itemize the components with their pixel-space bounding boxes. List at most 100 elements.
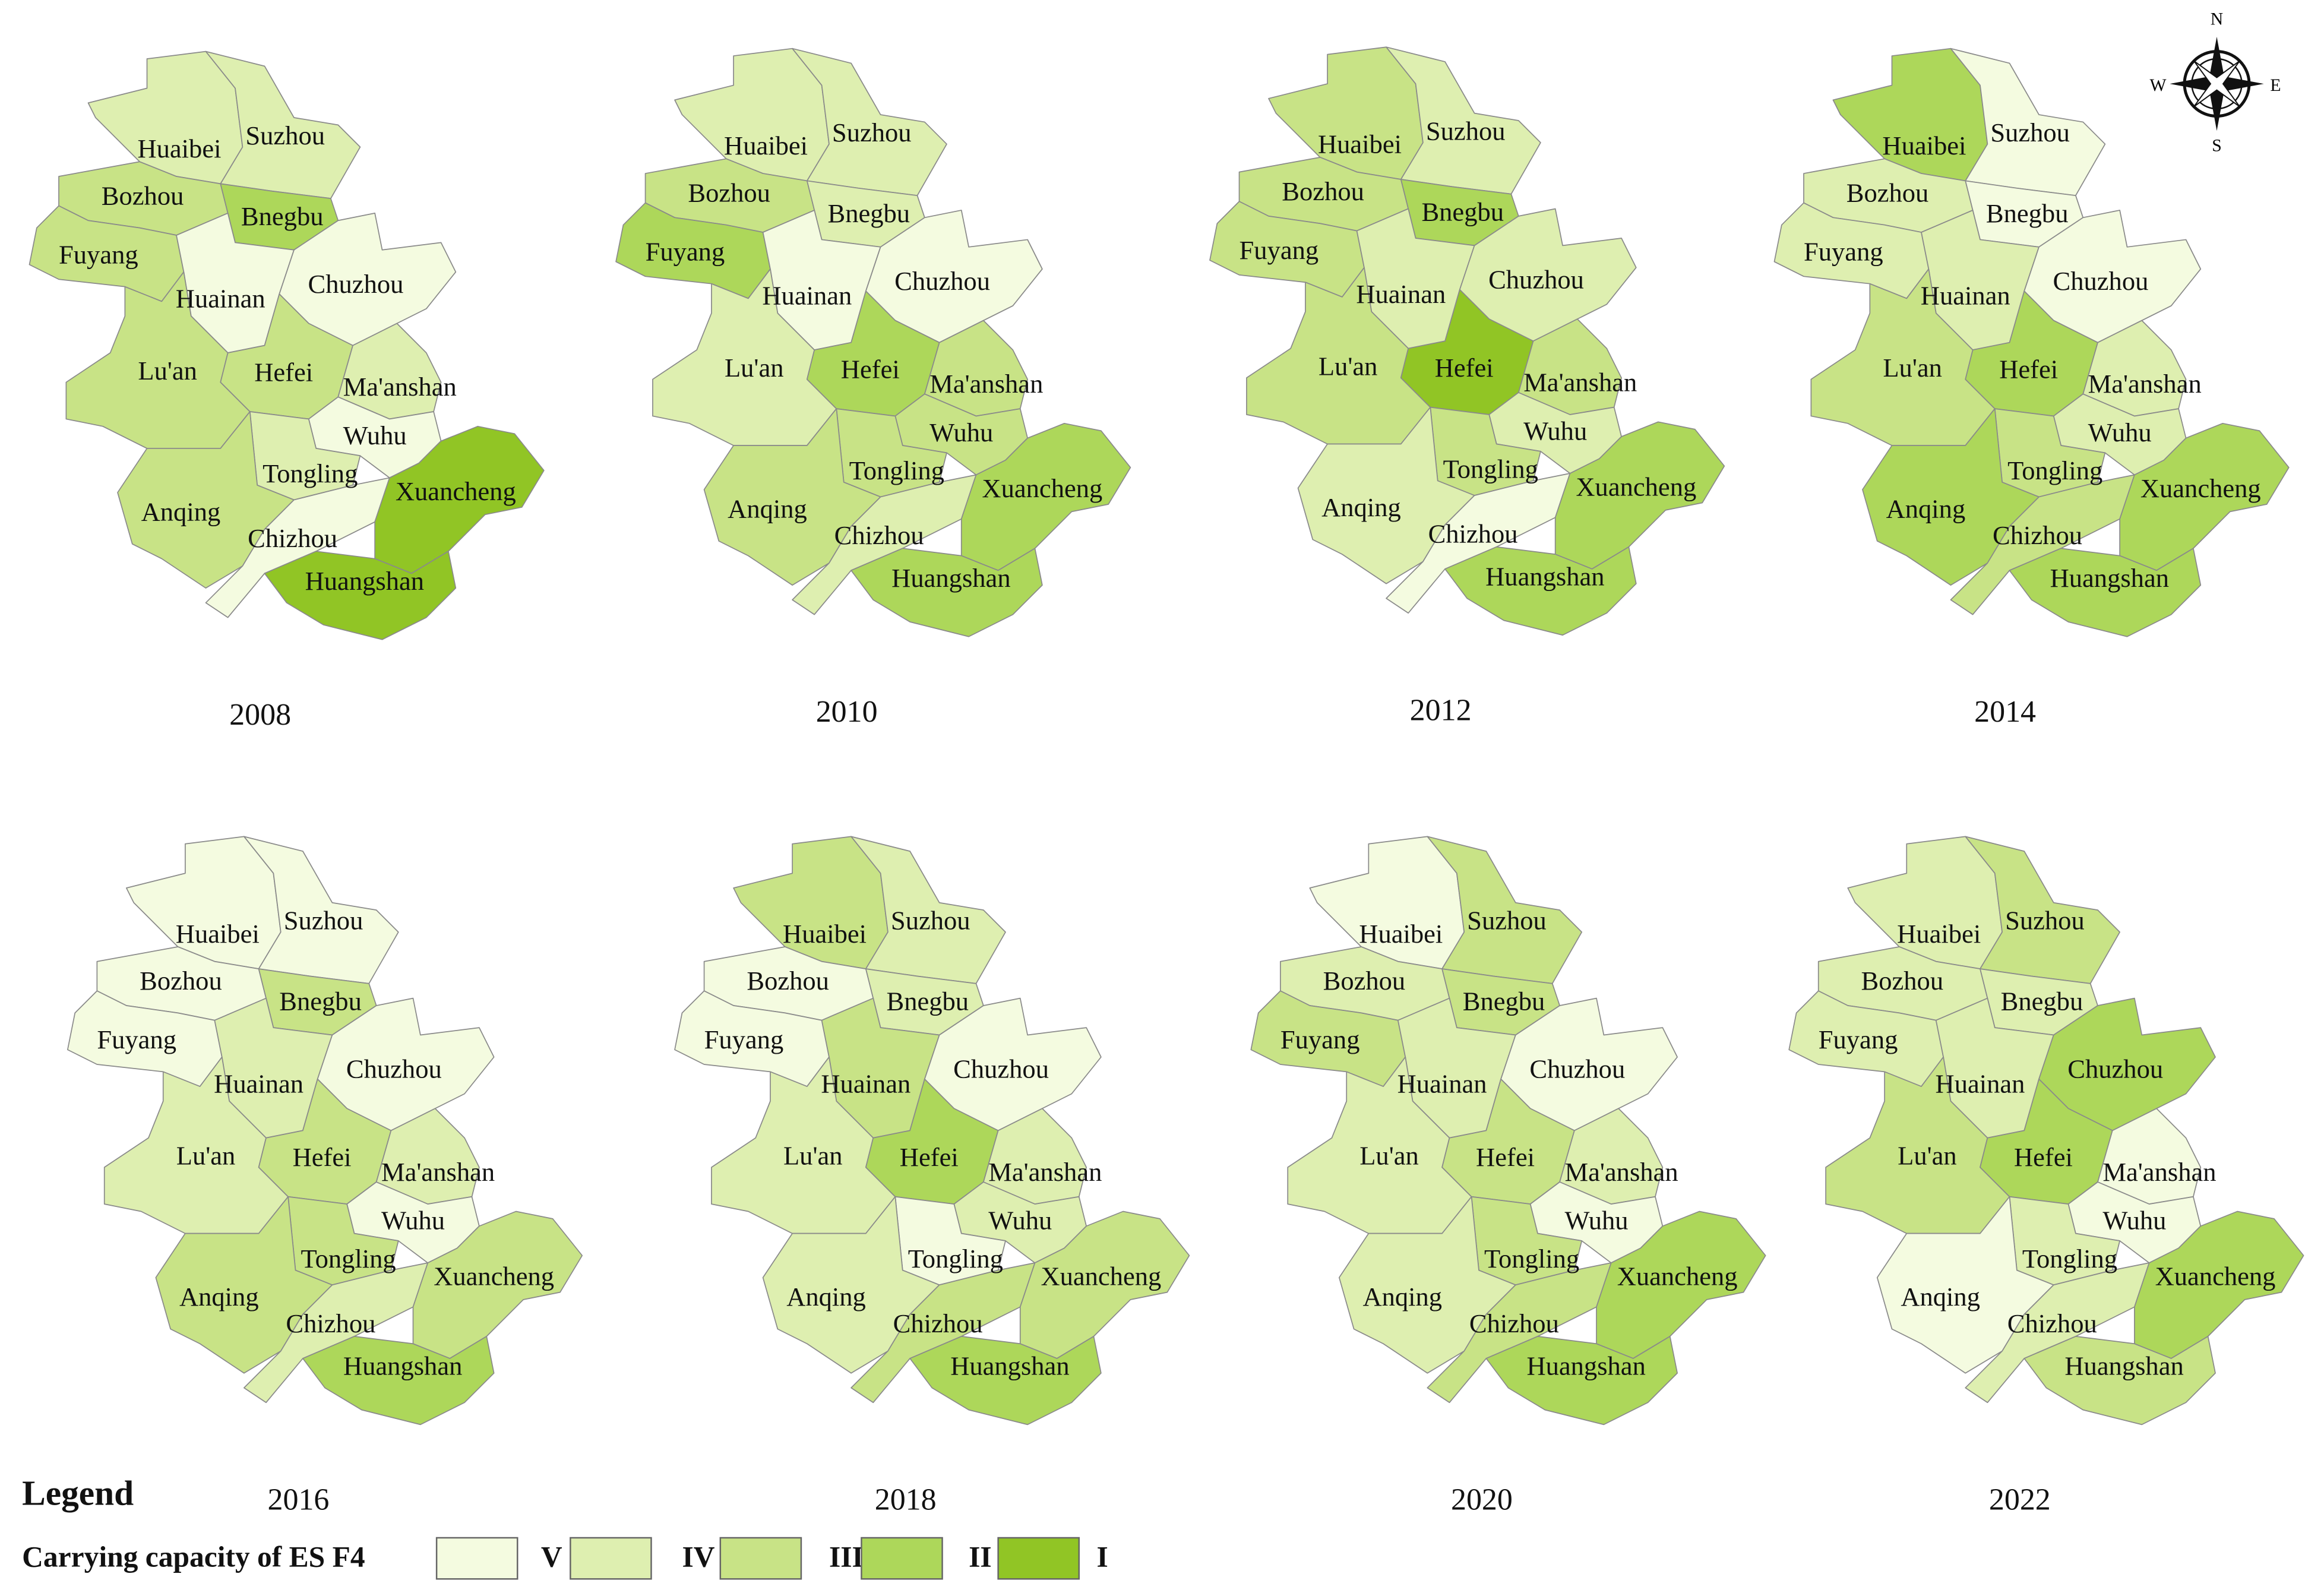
region-label: Huainan (1921, 281, 2010, 311)
region-label: Huainan (762, 281, 852, 311)
region (1832, 48, 1988, 182)
region-label: Chuzhou (346, 1054, 442, 1084)
compass-n: N (2211, 10, 2223, 29)
region-label: Xuancheng (982, 473, 1102, 503)
region-label: Fuyang (1819, 1025, 1898, 1054)
legend-class: II (969, 1540, 992, 1573)
legend-class: V (541, 1540, 562, 1573)
map-panel: Huaibei Suzhou Bozhou Bnegbu Fuyang Huainan Ch… (67, 836, 583, 1517)
map-panel: Huaibei Suzhou Bozhou Bnegbu Fuyang Huainan Ch… (1250, 836, 1766, 1517)
region-label: Huaibei (783, 919, 867, 949)
region-label: Bozhou (1282, 176, 1364, 206)
region-label: Anqing (1321, 492, 1401, 522)
region-label: Xuancheng (434, 1262, 554, 1291)
region-label: Huaibei (1897, 919, 1981, 949)
region-label: Chizhou (1993, 520, 2082, 550)
region-label: Tongling (849, 456, 944, 485)
region-label: Huainan (176, 284, 265, 314)
compass: N E S W (2149, 10, 2281, 155)
map-year: 2016 (267, 1483, 329, 1517)
region-label: Fuyang (1240, 235, 1319, 265)
region-label: Chuzhou (2067, 1054, 2163, 1084)
region-label: Bozhou (102, 181, 184, 210)
region-label: Tongling (2007, 456, 2102, 485)
region-label: Fuyang (97, 1025, 176, 1054)
region-label: Anqing (786, 1282, 866, 1311)
region-label: Chuzhou (1488, 264, 1584, 294)
region-label: Tongling (2022, 1244, 2117, 1273)
region-label: Bozhou (1846, 178, 1929, 207)
region-label: Fuyang (1280, 1025, 1360, 1054)
region (1309, 836, 1465, 969)
region-label: Chizhou (286, 1309, 375, 1338)
region-label: Anqing (728, 494, 807, 524)
legend-class: I (1096, 1540, 1108, 1573)
region-label: Huangshan (950, 1351, 1069, 1381)
region (2009, 548, 2202, 637)
region-label: Ma'anshan (929, 369, 1043, 399)
region-label: Bnegbu (279, 987, 362, 1016)
map-panel: Huaibei Suzhou Bozhou Bnegbu Fuyang Huainan Ch… (29, 50, 545, 732)
region-label: Tongling (1443, 454, 1538, 484)
region-label: Anqing (1901, 1282, 1980, 1311)
legend-swatch (997, 1537, 1080, 1580)
region-label: Chizhou (1428, 519, 1518, 549)
region-label: Bozhou (1323, 966, 1406, 995)
region-label: Ma'anshan (988, 1157, 1102, 1187)
region-label: Xuancheng (1576, 472, 1696, 501)
region-label: Chizhou (893, 1309, 983, 1338)
region (264, 551, 457, 640)
region-label: Huaibei (1359, 919, 1443, 949)
region-label: Bnegbu (887, 987, 969, 1016)
legend-swatch (861, 1537, 943, 1580)
map-panel: Huaibei Suzhou Bozhou Bnegbu Fuyang Huainan Ch… (1788, 836, 2304, 1517)
region-label: Bnegbu (241, 201, 324, 231)
region-label: Tongling (263, 459, 358, 488)
region-label: Chizhou (1469, 1309, 1559, 1338)
legend-swatch (570, 1537, 652, 1580)
region-label: Bozhou (747, 966, 829, 995)
region (909, 1336, 1102, 1426)
region-label: Huangshan (343, 1351, 462, 1381)
region-label: Chuzhou (308, 269, 404, 299)
region (302, 1336, 495, 1426)
region-label: Hefei (293, 1142, 352, 1172)
region-label: Hefei (254, 357, 313, 387)
region-label: Hefei (2014, 1142, 2073, 1172)
region (1268, 46, 1424, 180)
region (1444, 546, 1637, 636)
legend-swatch (719, 1537, 802, 1580)
region-label: Huaibei (176, 919, 260, 949)
region-label: Huaibei (724, 131, 808, 160)
region-label: Hefei (1476, 1142, 1535, 1172)
region (125, 836, 282, 969)
region-label: Fuyang (646, 236, 725, 266)
region-label: Bozhou (1861, 966, 1944, 995)
region-label: Xuancheng (1041, 1262, 1161, 1291)
compass-s: S (2212, 136, 2222, 155)
region-label: Huaibei (1882, 131, 1966, 160)
region-label: Bozhou (140, 966, 222, 995)
region-label: Bnegbu (828, 198, 910, 228)
region-label: Chuzhou (1529, 1054, 1625, 1084)
region-label: Wuhu (343, 421, 407, 450)
region-label: Huangshan (891, 563, 1010, 593)
map-panel: Huaibei Suzhou Bozhou Bnegbu Fuyang Huainan Ch… (1209, 46, 1725, 727)
region-label: Ma'anshan (2088, 369, 2202, 399)
region-label: Hefei (900, 1142, 959, 1172)
region-label: Bnegbu (1463, 987, 1545, 1016)
map-panel: Huaibei Suzhou Bozhou Bnegbu Fuyang Huainan Ch… (615, 48, 1131, 729)
region (87, 50, 244, 185)
region-label: Lu'an (176, 1141, 236, 1171)
map-panel: Huaibei Suzhou Bozhou Bnegbu Fuyang Huainan Ch… (674, 836, 1190, 1517)
region (1847, 836, 2003, 969)
region-label: Ma'anshan (343, 372, 457, 402)
legend-swatch (435, 1537, 518, 1580)
legend-title: Legend (22, 1473, 134, 1512)
region-label: Suzhou (245, 121, 325, 150)
region-label: Lu'an (1359, 1141, 1419, 1171)
region-label: Hefei (841, 354, 900, 384)
region (1485, 1336, 1678, 1426)
region-label: Bnegbu (1421, 197, 1504, 227)
